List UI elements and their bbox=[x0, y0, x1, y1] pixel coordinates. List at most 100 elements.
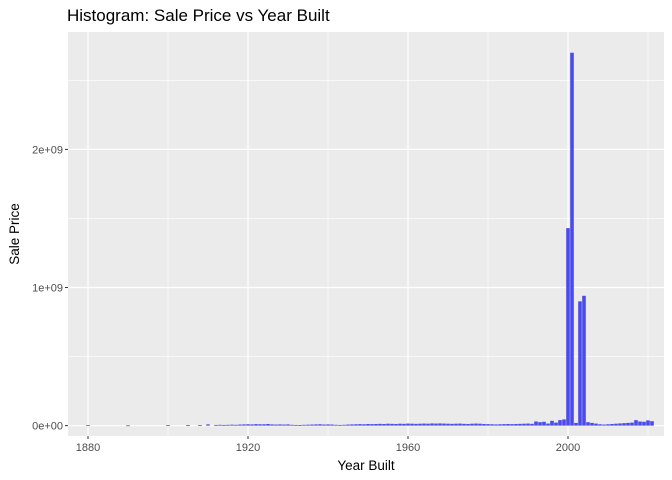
bar bbox=[602, 424, 606, 426]
y-tick-label: 1e+09 bbox=[32, 283, 63, 295]
bar bbox=[530, 423, 534, 426]
bar bbox=[406, 423, 410, 426]
bar bbox=[286, 424, 290, 426]
bar bbox=[394, 423, 398, 426]
bar bbox=[86, 425, 90, 427]
bar bbox=[306, 424, 310, 426]
bar bbox=[594, 423, 598, 426]
bar bbox=[278, 424, 282, 426]
bar bbox=[318, 424, 322, 426]
bar bbox=[242, 424, 246, 426]
bar bbox=[606, 424, 610, 426]
y-axis-title: Sale Price bbox=[7, 203, 22, 265]
bar bbox=[430, 423, 434, 426]
bar bbox=[458, 423, 462, 426]
bar bbox=[230, 424, 234, 426]
bar bbox=[566, 228, 570, 426]
bar bbox=[358, 424, 362, 426]
bar bbox=[262, 424, 266, 426]
bar bbox=[626, 422, 630, 426]
bar bbox=[354, 424, 358, 426]
bar bbox=[622, 423, 626, 426]
bar bbox=[290, 424, 294, 426]
bar bbox=[294, 424, 298, 426]
bar bbox=[506, 423, 510, 426]
bar bbox=[634, 420, 638, 426]
bar bbox=[246, 424, 250, 426]
bar bbox=[554, 422, 558, 426]
bar bbox=[402, 423, 406, 426]
bar bbox=[526, 423, 530, 426]
bar bbox=[398, 423, 402, 426]
x-tick-label: 2000 bbox=[556, 442, 580, 454]
bar bbox=[510, 424, 514, 426]
bar bbox=[410, 423, 414, 426]
bar bbox=[522, 423, 526, 426]
bar bbox=[186, 425, 190, 426]
bar bbox=[638, 421, 642, 426]
bar bbox=[442, 423, 446, 426]
bar bbox=[198, 425, 202, 427]
bar bbox=[470, 423, 474, 426]
bar bbox=[474, 423, 478, 426]
bar bbox=[454, 423, 458, 426]
bar bbox=[298, 425, 302, 426]
bar bbox=[214, 424, 218, 426]
bar bbox=[390, 423, 394, 426]
bar bbox=[166, 425, 170, 427]
bar bbox=[486, 424, 490, 426]
x-tick-label: 1960 bbox=[396, 442, 420, 454]
bar bbox=[598, 424, 602, 426]
bar bbox=[562, 419, 566, 426]
bar bbox=[414, 423, 418, 426]
bar bbox=[326, 424, 330, 426]
bar bbox=[334, 424, 338, 426]
bar bbox=[574, 422, 578, 426]
x-axis: 1880 1920 1960 2000 bbox=[76, 436, 580, 454]
bar bbox=[514, 423, 518, 426]
bar bbox=[254, 424, 258, 426]
bar bbox=[310, 424, 314, 426]
bar bbox=[498, 424, 502, 426]
bar bbox=[330, 424, 334, 426]
chart-title: Histogram: Sale Price vs Year Built bbox=[67, 6, 330, 25]
bar bbox=[482, 423, 486, 426]
bar bbox=[218, 424, 222, 426]
bar bbox=[538, 422, 542, 426]
bar bbox=[234, 424, 238, 426]
bar bbox=[478, 423, 482, 426]
bar bbox=[338, 424, 342, 426]
bar bbox=[206, 424, 210, 426]
bar bbox=[494, 424, 498, 426]
bar bbox=[646, 420, 650, 426]
bar bbox=[270, 424, 274, 426]
bar bbox=[534, 421, 538, 426]
bar bbox=[274, 424, 278, 426]
bar bbox=[542, 421, 546, 426]
y-tick-label: 0e+00 bbox=[32, 421, 63, 433]
bar bbox=[374, 423, 378, 426]
bar bbox=[222, 424, 226, 426]
bar bbox=[422, 423, 426, 426]
bar bbox=[302, 424, 306, 426]
x-axis-title: Year Built bbox=[337, 458, 395, 473]
bar bbox=[314, 424, 318, 426]
bars bbox=[86, 52, 654, 427]
bar bbox=[578, 301, 582, 426]
bar bbox=[370, 424, 374, 426]
bar bbox=[418, 423, 422, 426]
bar bbox=[382, 423, 386, 426]
bar bbox=[466, 423, 470, 426]
bar bbox=[570, 52, 574, 426]
bar bbox=[226, 424, 230, 426]
bar bbox=[582, 295, 586, 426]
bar bbox=[342, 424, 346, 426]
bar bbox=[362, 424, 366, 426]
bar bbox=[462, 423, 466, 426]
bar bbox=[446, 423, 450, 426]
bar bbox=[546, 423, 550, 426]
y-tick-label: 2e+09 bbox=[32, 144, 63, 156]
bar bbox=[386, 423, 390, 426]
bar bbox=[346, 424, 350, 426]
